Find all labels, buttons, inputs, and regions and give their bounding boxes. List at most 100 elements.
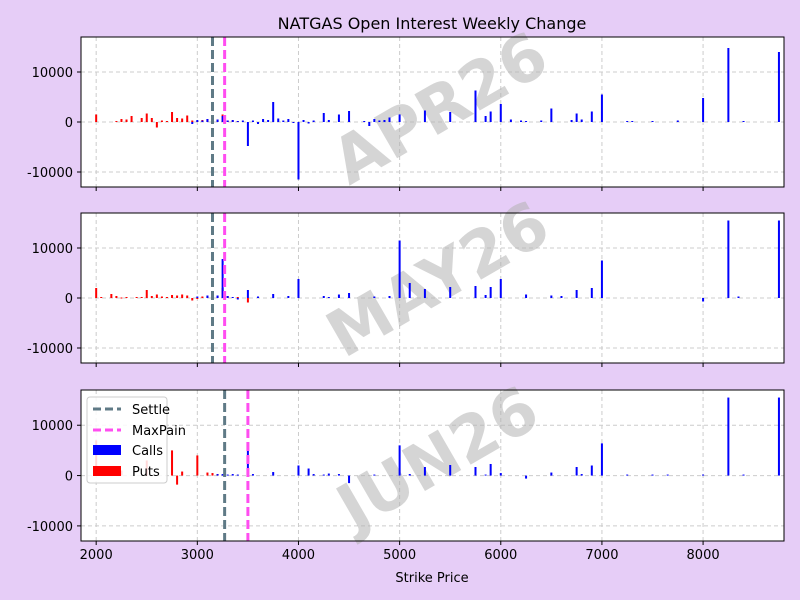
call-bar [221,259,224,298]
put-bar [165,297,168,298]
y-tick-label: -10000 [27,342,73,357]
call-bar [550,295,553,298]
call-bar [651,474,654,476]
y-axis: -10000 0 10000 [27,242,81,357]
call-bar [702,98,705,122]
axes-frame [80,212,785,364]
call-bar [287,296,290,298]
x-tick-label: 2000 [80,548,113,563]
call-bar [246,290,249,298]
call-bar [575,113,578,122]
call-bar [206,295,209,298]
call-bar [525,294,528,298]
call-bar [580,119,583,122]
call-bar [388,296,391,298]
put-bar [211,473,214,476]
put-bar [176,118,179,122]
call-bar [373,474,376,476]
call-bar [702,298,705,302]
put-bar [95,288,98,298]
call-bar [297,465,300,476]
call-bar [277,118,280,122]
call-bar [231,120,234,122]
y-tick-label: 0 [65,292,73,307]
call-bar [408,283,411,298]
put-bar [120,297,123,299]
put-bar [160,296,163,298]
x-axis [95,187,704,191]
call-bar [226,474,229,476]
x-axis-label: Strike Price [395,571,468,586]
put-bar [160,120,163,122]
put-bar [246,298,249,303]
call-bar [327,120,330,122]
call-bar [499,279,502,298]
call-bar [590,465,593,476]
call-bar [267,120,270,122]
call-bar [216,295,219,298]
call-bar [499,104,502,122]
call-bar [423,289,426,298]
legend-calls-swatch [93,445,121,455]
call-bar [383,120,386,122]
call-bar [520,120,523,122]
call-bar [666,474,669,476]
put-bar [140,297,143,298]
call-bar [257,122,260,124]
x-tick-label: 4000 [282,548,315,563]
call-bar [398,240,401,298]
call-bar [474,467,477,476]
call-bar [287,119,290,122]
put-bar [191,120,194,122]
call-bar [337,114,340,122]
call-bar [307,468,310,476]
put-bar [196,455,199,476]
put-bar [181,471,184,476]
call-bar [651,121,654,122]
call-bar [272,294,275,298]
legend-box [86,396,168,484]
x-tick-label: 8000 [687,548,720,563]
call-bar [231,474,234,476]
legend-maxpain-label: MaxPain [132,424,186,439]
call-bar [251,120,254,122]
grid [81,213,784,363]
x-axis: 2000 3000 4000 5000 6000 7000 8000 [80,541,720,563]
call-bar [236,298,239,300]
y-tick-label: -10000 [27,166,73,181]
call-bar [221,474,224,476]
y-tick-label: 10000 [32,419,73,434]
call-bar [590,111,593,122]
y-axis: -10000 0 10000 [27,419,81,535]
put-bar [171,450,174,476]
call-bar [373,296,376,298]
call-bar [398,445,401,476]
call-bar [302,120,305,122]
call-bar [398,114,401,122]
call-bar [550,108,553,122]
put-bar [155,294,158,298]
put-bar [95,114,98,122]
call-bar [348,293,351,298]
call-bar [196,120,199,122]
call-bar [676,120,679,122]
call-bar [449,112,452,122]
put-bar [145,290,148,298]
put-bar [125,297,128,298]
y-axis: -10000 0 10000 [27,66,81,181]
call-bar [337,294,340,298]
call-bar [489,111,492,122]
call-bar [221,116,224,122]
call-bar [575,290,578,298]
call-bar [206,119,209,122]
call-bar [540,120,543,122]
legend: Settle MaxPain Calls Puts [86,396,186,484]
call-bar [292,122,295,123]
call-bar [236,474,239,476]
y-tick-label: 0 [65,116,73,131]
call-bar [484,295,487,298]
call-bar [312,474,315,476]
call-bar [727,48,730,122]
call-bar [777,220,780,298]
